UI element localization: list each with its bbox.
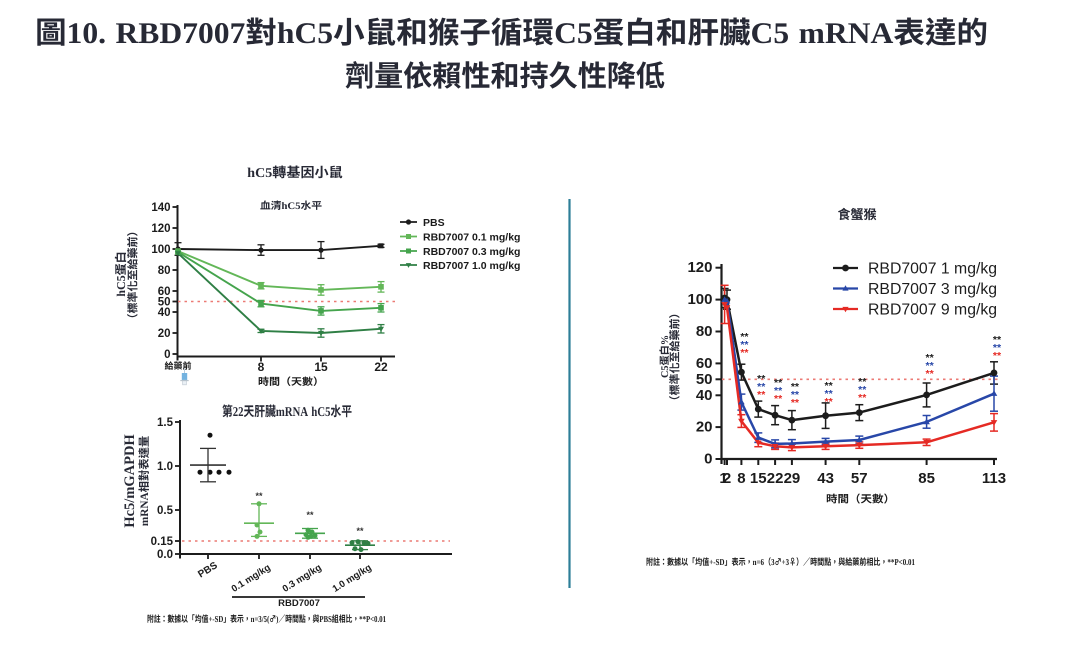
svg-text:**: ** [740,331,749,343]
svg-text:**: ** [774,393,783,405]
svg-text:**: ** [740,347,749,359]
svg-text:**: ** [926,352,935,364]
svg-text:80: 80 [696,323,713,340]
svg-text:**: ** [356,526,364,536]
svg-text:2: 2 [723,470,731,487]
svg-text:0.5: 0.5 [157,505,174,517]
svg-text:**: ** [757,373,766,385]
svg-text:**: ** [757,389,766,401]
svg-text:**: ** [306,510,314,520]
svg-text:RBD7007: RBD7007 [278,598,320,609]
svg-text:**: ** [757,381,766,393]
svg-text:**: ** [774,377,783,389]
svg-text:RBD7007 0.3 mg/kg: RBD7007 0.3 mg/kg [423,246,520,258]
svg-text:**: ** [740,339,749,351]
svg-text:20: 20 [696,419,713,436]
svg-text:**: ** [825,388,834,400]
svg-text:RBD7007 9 mg/kg: RBD7007 9 mg/kg [868,302,997,319]
svg-text:80: 80 [158,265,171,277]
svg-text:**: ** [791,381,800,393]
svg-text:**: ** [858,392,867,404]
svg-text:20: 20 [158,328,171,340]
svg-text:43: 43 [817,470,834,487]
svg-text:0: 0 [704,451,712,468]
svg-text:100: 100 [151,244,170,256]
svg-text:**: ** [926,368,935,380]
svg-text:8: 8 [258,360,265,374]
svg-text:**: ** [791,397,800,409]
svg-text:**: ** [993,350,1002,362]
svg-text:140: 140 [151,202,170,214]
svg-text:**: ** [993,342,1002,354]
svg-text:15: 15 [314,360,328,374]
svg-text:**: ** [926,360,935,372]
svg-text:120: 120 [151,223,170,235]
svg-text:**: ** [255,491,263,501]
svg-text:1: 1 [719,470,727,487]
svg-text:0.15: 0.15 [151,536,174,548]
svg-text:**: ** [774,385,783,397]
svg-text:**: ** [825,396,834,408]
svg-text:PBS: PBS [423,217,445,229]
svg-text:60: 60 [158,286,171,298]
svg-text:**: ** [791,389,800,401]
svg-text:0.0: 0.0 [157,549,173,561]
svg-text:RBD7007 3 mg/kg: RBD7007 3 mg/kg [868,281,997,298]
svg-text:113: 113 [982,470,1006,487]
svg-text:0: 0 [164,349,170,361]
svg-text:**: ** [993,334,1002,346]
svg-text:120: 120 [687,259,712,276]
svg-text:57: 57 [851,470,868,487]
svg-text:40: 40 [696,387,713,404]
svg-text:85: 85 [918,470,935,487]
svg-text:40: 40 [158,307,171,319]
svg-text:RBD7007 0.1 mg/kg: RBD7007 0.1 mg/kg [423,232,520,244]
svg-text:15: 15 [750,470,767,487]
svg-text:22: 22 [767,470,784,487]
svg-text:RBD7007 1.0 mg/kg: RBD7007 1.0 mg/kg [423,260,520,272]
svg-text:22: 22 [374,360,388,374]
svg-text:50: 50 [696,371,713,388]
svg-text:**: ** [825,380,834,392]
svg-text:29: 29 [784,470,801,487]
svg-text:**: ** [858,376,867,388]
svg-text:1.5: 1.5 [157,417,174,429]
svg-text:100: 100 [687,291,712,308]
svg-text:1.0: 1.0 [157,461,173,473]
svg-text:60: 60 [696,355,713,372]
svg-text:50: 50 [158,297,171,309]
svg-text:RBD7007 1 mg/kg: RBD7007 1 mg/kg [868,261,997,278]
svg-text:**: ** [858,384,867,396]
svg-text:8: 8 [737,470,745,487]
